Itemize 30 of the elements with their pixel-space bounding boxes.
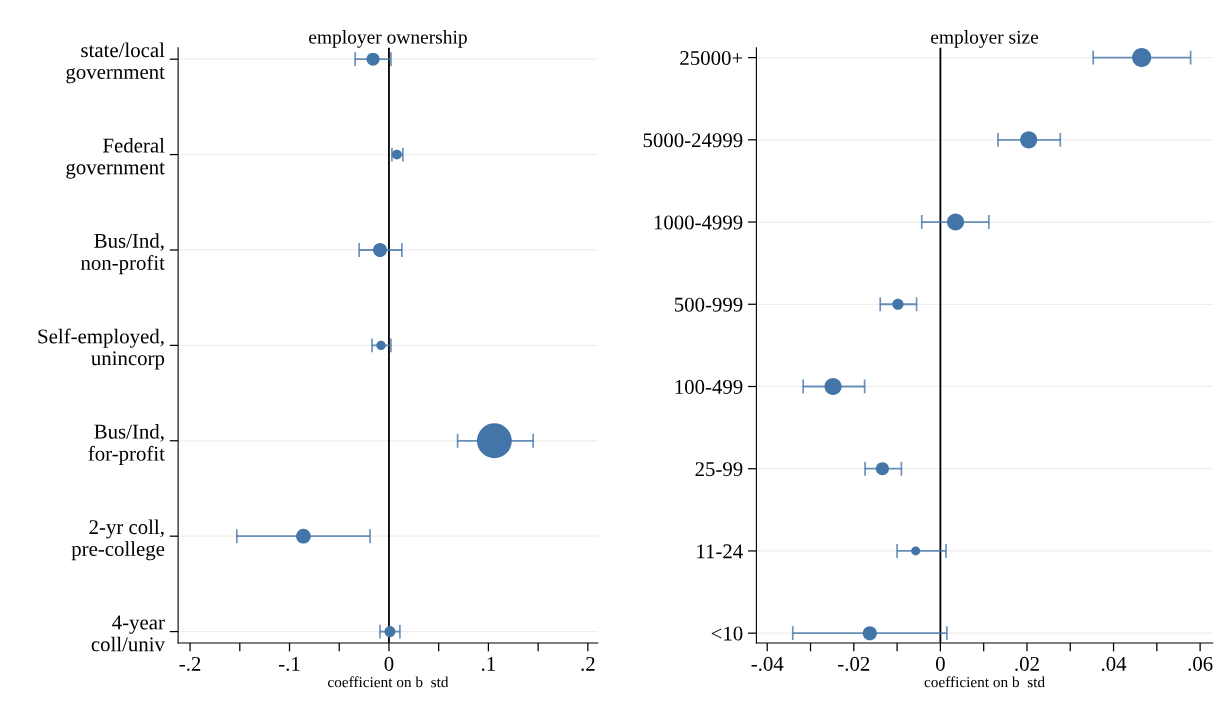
y-tick-label: 500-999 — [674, 297, 743, 312]
x-tick-label: -.02 — [838, 656, 870, 671]
y-tick-label: 1000-4999 — [654, 215, 743, 230]
y-tick-label: 2-yr coll, pre-college — [71, 519, 165, 561]
y-tick-label: 25000+ — [680, 50, 743, 66]
y-tick-label: 4-year coll/univ — [91, 615, 165, 652]
y-tick-label: 5000-24999 — [643, 133, 743, 148]
y-tick-label: Bus/Ind, for-profit — [88, 424, 165, 465]
y-tick-label: <10 — [711, 626, 743, 641]
x-tick-label: .04 — [1101, 656, 1127, 671]
x-tick-label: -.2 — [179, 656, 201, 671]
x-tick-label: 0 — [935, 656, 945, 671]
x-tick-label: .2 — [581, 656, 595, 671]
x-tick-label: -.04 — [751, 656, 784, 671]
y-tick-label: 25-99 — [695, 462, 743, 477]
x-tick-label: 0 — [384, 656, 394, 671]
x-tick-label: .02 — [1015, 656, 1039, 671]
y-tick-label: 11-24 — [697, 544, 743, 559]
y-tick-label: Self-employed, unincorp — [38, 328, 165, 370]
x-tick-label: -.1 — [279, 656, 300, 671]
y-tick-label: Federal government — [66, 137, 165, 179]
chart-title: employer size — [931, 30, 1039, 48]
y-tick-label: state/local government — [66, 42, 165, 84]
chart-title: employer ownership — [309, 30, 467, 48]
x-tick-label: .1 — [481, 656, 495, 671]
y-tick-label: 100-499 — [675, 379, 743, 394]
x-tick-label: .06 — [1188, 656, 1213, 671]
x-axis-title: coefficient on b std — [328, 676, 449, 688]
y-tick-label: Bus/Ind, non-profit — [80, 233, 165, 275]
x-axis-title: coefficient on b std — [924, 676, 1045, 688]
